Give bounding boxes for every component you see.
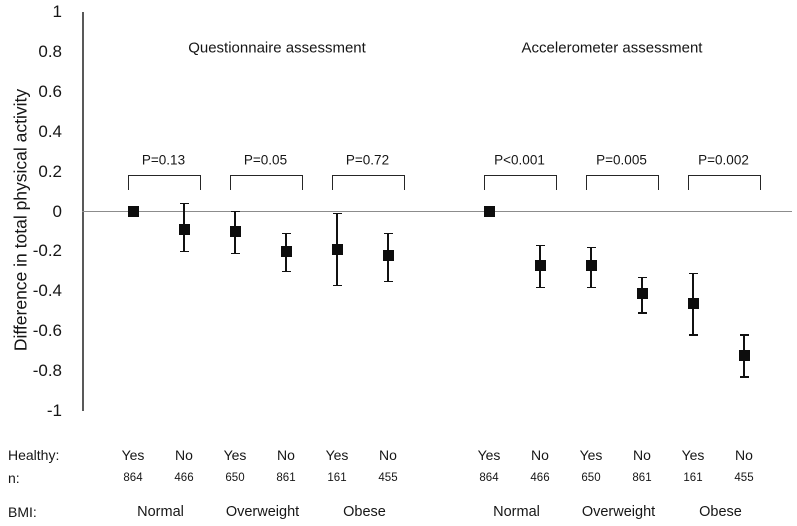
n-value: 161 bbox=[327, 472, 347, 484]
data-point-marker bbox=[483, 206, 495, 217]
n-value: 861 bbox=[632, 472, 652, 484]
y-tick-label: 0 bbox=[52, 201, 62, 221]
error-bar-cap bbox=[739, 376, 749, 378]
n-value: 864 bbox=[479, 472, 499, 484]
bmi-value: Normal bbox=[493, 504, 540, 520]
healthy-value: Yes bbox=[121, 447, 145, 463]
error-bar-cap bbox=[586, 286, 596, 289]
error-bar-cap bbox=[688, 272, 698, 275]
healthy-value: Yes bbox=[579, 447, 603, 463]
healthy-value: Yes bbox=[477, 447, 501, 463]
y-tick-label: 0.6 bbox=[38, 81, 62, 101]
data-point-marker bbox=[331, 243, 343, 255]
section-title: Questionnaire assessment bbox=[188, 39, 366, 57]
bmi-value: Obese bbox=[699, 504, 742, 520]
error-bar-cap bbox=[281, 232, 291, 235]
bmi-value: Overweight bbox=[225, 504, 300, 520]
healthy-value: No bbox=[531, 447, 549, 463]
p-value-label: P=0.05 bbox=[243, 152, 288, 168]
p-value-label: P=0.13 bbox=[141, 152, 186, 168]
data-point-marker bbox=[534, 259, 546, 271]
healthy-value: No bbox=[633, 447, 651, 463]
error-bar-cap bbox=[332, 212, 342, 215]
data-point-marker bbox=[687, 297, 699, 309]
data-point-marker bbox=[280, 245, 292, 257]
data-point-marker bbox=[636, 287, 648, 299]
n-value: 455 bbox=[378, 472, 398, 484]
healthy-value: No bbox=[175, 447, 193, 463]
healthy-value: No bbox=[277, 447, 295, 463]
y-tick-label: -0.4 bbox=[32, 281, 62, 301]
healthy-value: Yes bbox=[325, 447, 349, 463]
p-value-label: P<0.001 bbox=[494, 152, 545, 168]
n-row-label: n: bbox=[8, 470, 20, 486]
data-point-marker bbox=[382, 249, 394, 261]
error-bar-cap bbox=[535, 244, 545, 247]
error-bar-cap bbox=[179, 250, 189, 253]
error-bar-cap bbox=[586, 246, 596, 249]
n-value: 466 bbox=[530, 472, 550, 484]
healthy-value: No bbox=[379, 447, 397, 463]
y-tick-label: -0.6 bbox=[32, 321, 62, 341]
p-value-label: P=0.72 bbox=[345, 152, 390, 168]
significance-bracket bbox=[688, 175, 761, 190]
zero-line bbox=[82, 210, 792, 213]
data-point-marker bbox=[127, 206, 139, 217]
n-value: 861 bbox=[276, 472, 296, 484]
n-value: 466 bbox=[174, 472, 194, 484]
n-value: 650 bbox=[225, 472, 245, 484]
error-bar-cap bbox=[739, 334, 749, 336]
significance-bracket bbox=[230, 175, 303, 190]
bmi-value: Overweight bbox=[581, 504, 656, 520]
n-value: 864 bbox=[123, 472, 143, 484]
error-bar-cap bbox=[637, 312, 647, 315]
data-point-marker bbox=[229, 225, 241, 237]
y-tick-label: 0.4 bbox=[38, 121, 62, 141]
n-value: 650 bbox=[581, 472, 601, 484]
data-point-marker bbox=[178, 223, 190, 235]
error-bar-cap bbox=[535, 286, 545, 289]
error-bar-cap bbox=[230, 210, 240, 213]
error-bar-cap bbox=[230, 252, 240, 255]
error-bar-cap bbox=[383, 280, 393, 283]
y-tick-label: 0.2 bbox=[38, 161, 62, 181]
y-tick-label: 0.8 bbox=[38, 41, 62, 61]
p-value-label: P=0.002 bbox=[698, 152, 749, 168]
data-point-marker bbox=[738, 349, 750, 361]
y-tick-label: -0.8 bbox=[32, 361, 62, 381]
error-bar-cap bbox=[179, 202, 189, 205]
error-bar-cap bbox=[383, 232, 393, 235]
significance-bracket bbox=[586, 175, 659, 190]
error-bar-cap bbox=[688, 334, 698, 336]
n-value: 455 bbox=[734, 472, 754, 484]
healthy-value: Yes bbox=[223, 447, 247, 463]
error-bar-cap bbox=[637, 276, 647, 279]
error-bar-cap bbox=[332, 284, 342, 287]
healthy-value: Yes bbox=[681, 447, 705, 463]
bmi-value: Obese bbox=[343, 504, 386, 520]
bmi-value: Normal bbox=[137, 504, 184, 520]
y-tick-label: 1 bbox=[52, 2, 62, 21]
bmi-row-label: BMI: bbox=[8, 504, 37, 520]
significance-bracket bbox=[332, 175, 405, 190]
y-tick-label: -1 bbox=[46, 401, 62, 420]
y-tick-label: -0.2 bbox=[32, 241, 62, 261]
p-value-label: P=0.005 bbox=[596, 152, 647, 168]
n-value: 161 bbox=[683, 472, 703, 484]
data-point-marker bbox=[585, 259, 597, 271]
healthy-row-label: Healthy: bbox=[8, 447, 60, 463]
significance-bracket bbox=[128, 175, 201, 190]
section-title: Accelerometer assessment bbox=[521, 39, 703, 57]
significance-bracket bbox=[484, 175, 557, 190]
healthy-value: No bbox=[735, 447, 753, 463]
error-bar-cap bbox=[281, 270, 291, 273]
